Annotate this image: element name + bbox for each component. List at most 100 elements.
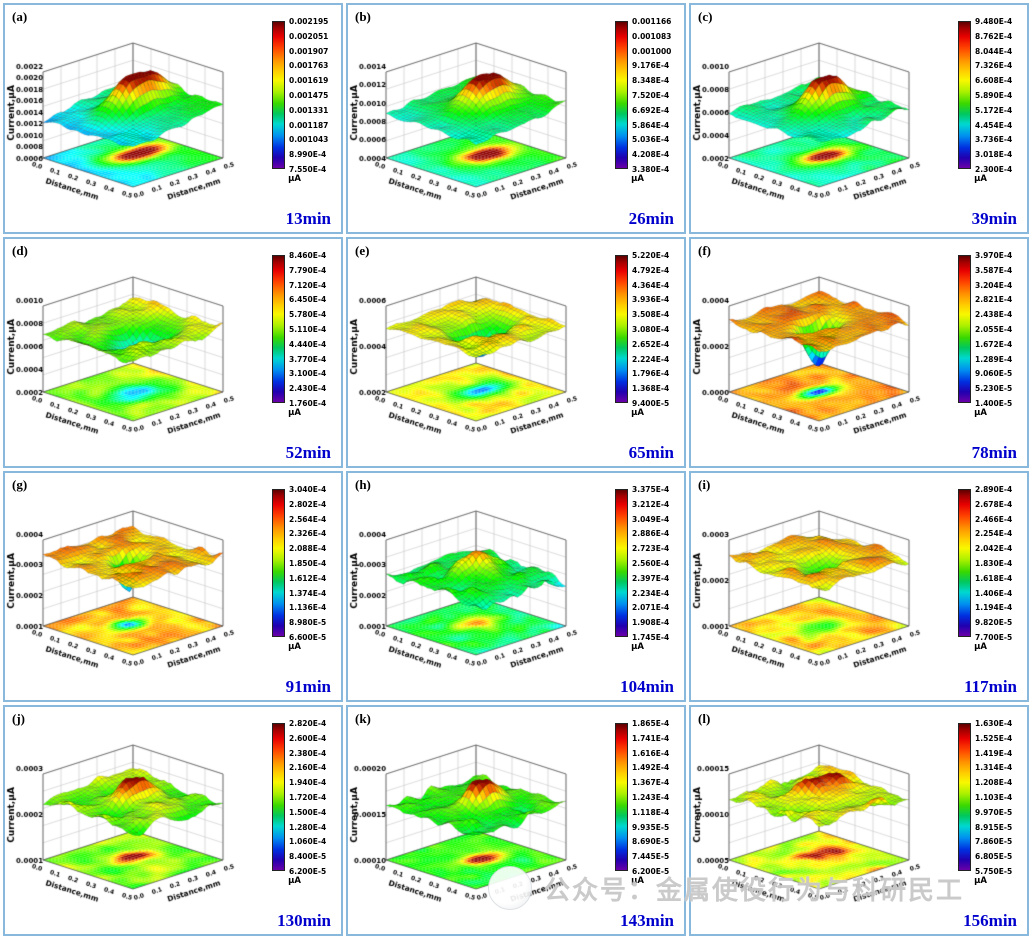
colorbar (615, 723, 628, 871)
colorbar-unit-label: μA (288, 408, 301, 418)
colorbar-tick: 2.160E-4 (289, 763, 327, 773)
colorbar-ticks: 3.375E-4 3.212E-4 3.049E-4 2.886E-4 2.723E-4… (630, 485, 682, 642)
time-label: 65min (628, 443, 674, 462)
colorbar-tick: 7.445E-5 (632, 852, 670, 862)
panel-g: (g) 3.040E-4 2.802E-4 2.564E-4 2.326E-4 2.088… (3, 471, 343, 702)
colorbar-tick: 1.525E-4 (975, 733, 1013, 743)
colorbar-tick: 4.792E-4 (632, 265, 670, 275)
colorbar (615, 21, 628, 169)
colorbar (272, 723, 285, 871)
colorbar-unit-label: μA (631, 174, 644, 184)
panel-i: (i) 2.890E-4 2.678E-4 2.466E-4 2.254E-4 2.042… (689, 471, 1029, 702)
colorbar-tick: 2.254E-4 (975, 529, 1013, 539)
colorbar-tick: 7.326E-4 (975, 61, 1013, 71)
colorbar-tick: 1.136E-4 (289, 603, 327, 613)
colorbar-unit-label: μA (631, 876, 644, 886)
colorbar-tick: 0.002195 (289, 17, 329, 26)
colorbar-tick: 0.002051 (289, 31, 329, 41)
colorbar-tick: 2.466E-4 (975, 514, 1013, 524)
time-label: 130min (277, 911, 331, 930)
colorbar-tick: 8.762E-4 (975, 31, 1013, 41)
colorbar (958, 255, 971, 403)
colorbar-tick: 1.940E-4 (289, 778, 327, 788)
colorbar-tick: 1.908E-4 (632, 618, 670, 628)
surface-plot (348, 709, 598, 931)
colorbar-tick: 1.368E-4 (632, 384, 670, 394)
colorbar (272, 21, 285, 169)
time-label: 156min (963, 911, 1017, 930)
colorbar-tick: 3.375E-4 (632, 485, 670, 494)
colorbar-tick: 1.374E-4 (289, 588, 327, 598)
colorbar-tick: 8.980E-5 (289, 618, 327, 628)
colorbar-tick: 3.040E-4 (289, 485, 327, 494)
colorbar-tick: 1.630E-4 (975, 719, 1013, 728)
colorbar-ticks: 3.040E-4 2.802E-4 2.564E-4 2.326E-4 2.088E-4… (287, 485, 339, 642)
colorbar-tick: 8.044E-4 (975, 46, 1013, 56)
colorbar-tick: 2.224E-4 (632, 354, 670, 364)
colorbar-unit-label: μA (288, 642, 301, 652)
colorbar-tick: 0.001166 (632, 17, 672, 26)
colorbar-tick: 2.723E-4 (632, 544, 670, 554)
colorbar-tick: 2.397E-4 (632, 573, 670, 583)
colorbar-tick: 1.796E-4 (632, 369, 670, 379)
surface-plot (348, 7, 598, 229)
time-label: 26min (628, 209, 674, 228)
time-label: 78min (971, 443, 1017, 462)
colorbar-tick: 9.935E-5 (632, 822, 670, 832)
colorbar-unit-label: μA (631, 642, 644, 652)
panel-a: (a) 0.002195 0.002051 0.001907 0.001763 0.001… (3, 3, 343, 234)
colorbar-tick: 0.001619 (289, 76, 329, 86)
colorbar-tick: 1.060E-4 (289, 837, 327, 847)
colorbar-tick: 6.200E-5 (632, 867, 670, 876)
colorbar-ticks: 8.460E-4 7.790E-4 7.120E-4 6.450E-4 5.780E-4… (287, 251, 339, 408)
colorbar-tick: 1.400E-5 (975, 399, 1013, 408)
panel-label: (b) (355, 9, 371, 24)
colorbar-unit-label: μA (974, 642, 987, 652)
colorbar-tick: 9.820E-5 (975, 618, 1013, 628)
colorbar-tick: 3.380E-4 (632, 165, 670, 174)
colorbar-tick: 2.326E-4 (289, 529, 327, 539)
colorbar-tick: 6.692E-4 (632, 105, 670, 115)
colorbar-tick: 7.520E-4 (632, 91, 670, 100)
colorbar-ticks: 3.970E-4 3.587E-4 3.204E-4 2.821E-4 2.438E-4… (973, 251, 1025, 408)
panel-label: (d) (12, 243, 28, 258)
panel-label: (c) (698, 9, 713, 24)
panel-d: (d) 8.460E-4 7.790E-4 7.120E-4 6.450E-4 5.780… (3, 237, 343, 468)
time-label: 13min (285, 209, 331, 228)
colorbar-tick: 3.736E-4 (975, 135, 1013, 145)
colorbar-tick: 8.348E-4 (632, 76, 670, 86)
colorbar-tick: 2.886E-4 (632, 529, 670, 539)
time-label: 143min (620, 911, 674, 930)
colorbar-tick: 6.805E-5 (975, 852, 1013, 862)
colorbar-tick: 8.990E-4 (289, 150, 327, 160)
colorbar-tick: 1.103E-4 (975, 793, 1013, 802)
colorbar-ticks: 2.890E-4 2.678E-4 2.466E-4 2.254E-4 2.042E-4… (973, 485, 1025, 642)
colorbar-tick: 0.001043 (289, 135, 329, 145)
colorbar-tick: 5.780E-4 (289, 310, 327, 320)
colorbar-tick: 2.560E-4 (632, 559, 670, 568)
colorbar (958, 489, 971, 637)
panel-h: (h) 3.375E-4 3.212E-4 3.049E-4 2.886E-4 2.723… (346, 471, 686, 702)
time-label: 52min (285, 443, 331, 462)
colorbar-tick: 1.289E-4 (975, 354, 1013, 364)
colorbar-ticks: 9.480E-4 8.762E-4 8.044E-4 7.326E-4 6.608E-4… (973, 17, 1025, 174)
colorbar-tick: 1.406E-4 (975, 588, 1013, 598)
colorbar-tick: 1.208E-4 (975, 778, 1013, 788)
colorbar-tick: 5.890E-4 (975, 91, 1013, 100)
colorbar-tick: 3.018E-4 (975, 150, 1013, 160)
panel-label: (a) (12, 9, 28, 24)
colorbar (615, 255, 628, 403)
time-label: 91min (285, 677, 331, 696)
panel-label: (j) (12, 711, 25, 726)
colorbar-tick: 7.790E-4 (289, 265, 327, 275)
colorbar-tick: 7.550E-4 (289, 165, 327, 174)
surface-plot (691, 241, 941, 463)
colorbar-tick: 1.612E-4 (289, 573, 327, 583)
colorbar-ticks: 2.820E-4 2.600E-4 2.380E-4 2.160E-4 1.940E-4… (287, 719, 339, 876)
surface-plot (348, 241, 598, 463)
colorbar-tick: 8.460E-4 (289, 251, 327, 260)
colorbar-tick: 2.380E-4 (289, 748, 327, 758)
surface-plot (5, 709, 255, 931)
colorbar-tick: 9.400E-5 (632, 399, 670, 408)
